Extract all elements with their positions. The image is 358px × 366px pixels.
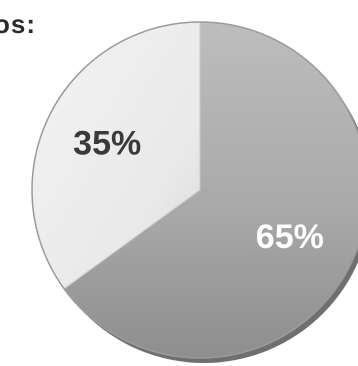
pie-rim <box>31 21 358 359</box>
pie-slice-label-1: 65% <box>256 218 324 256</box>
pie-slice-label-2: 35% <box>73 125 141 163</box>
pie-slices <box>31 21 358 359</box>
chart-title-fragment: os: <box>0 9 36 39</box>
pie-labels: 65% 35% <box>73 125 324 256</box>
